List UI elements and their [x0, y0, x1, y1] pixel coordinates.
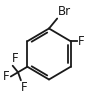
Text: F: F [21, 81, 28, 94]
Text: F: F [77, 35, 84, 48]
Text: Br: Br [58, 5, 71, 18]
Text: F: F [12, 52, 19, 65]
Text: F: F [3, 70, 10, 84]
